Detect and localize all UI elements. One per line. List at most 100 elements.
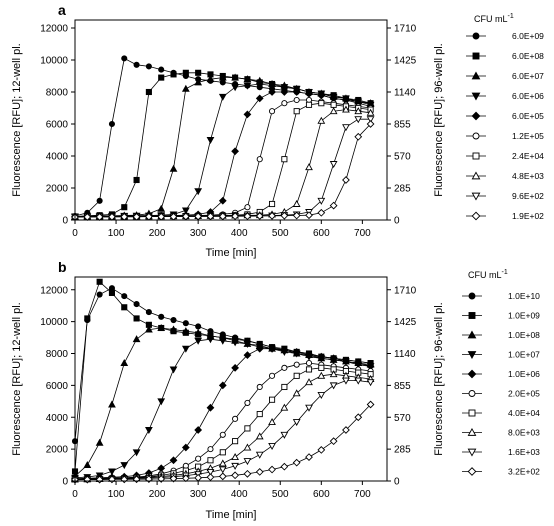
data-point-a: [121, 204, 128, 211]
data-point-b: [145, 427, 153, 435]
legend-marker-b: [467, 369, 477, 379]
legend-title-sup-b: -1: [502, 269, 508, 276]
data-point-b: [145, 309, 152, 316]
y-tick-label-left-b: 4000: [46, 413, 69, 424]
data-point-b: [255, 432, 264, 440]
data-point-b: [256, 411, 263, 418]
data-point-b: [206, 473, 215, 482]
data-point-b: [194, 426, 203, 434]
data-point-a: [342, 176, 350, 184]
data-point-b: [354, 359, 363, 367]
data-point-b: [182, 320, 189, 327]
data-point-b: [157, 323, 166, 331]
data-point-b: [121, 293, 128, 300]
x-tick-label-b: 0: [72, 489, 78, 500]
data-point-b: [366, 400, 375, 409]
plot-frame-b: [74, 276, 388, 482]
data-point-b: [207, 457, 214, 464]
data-point-b: [108, 289, 115, 296]
data-point-a: [305, 101, 313, 108]
data-point-b: [292, 389, 301, 397]
data-point-a: [317, 91, 326, 100]
data-point-b: [268, 417, 276, 425]
y-tick-label-left-a: 10000: [40, 56, 68, 67]
y-tick-label-right-b: 855: [394, 381, 411, 392]
data-point-b: [194, 337, 203, 345]
data-point-b: [218, 459, 227, 467]
data-point-a: [170, 71, 177, 78]
data-point-a: [256, 156, 263, 163]
data-point-a: [195, 69, 202, 76]
data-point-b: [181, 327, 190, 335]
data-point-b: [280, 346, 289, 355]
legend-entry-b: 1.0E+10: [508, 291, 540, 301]
y-tick-label-right-a: 570: [394, 152, 411, 163]
legend-marker-b: [467, 427, 477, 436]
legend-entry-b: 2.0E+05: [508, 389, 540, 399]
x-tick-label-b: 200: [149, 489, 166, 500]
data-point-a: [219, 79, 226, 86]
data-point-b: [281, 383, 288, 391]
data-point-b: [108, 468, 116, 476]
data-point-b: [207, 446, 214, 453]
data-point-b: [342, 357, 350, 366]
data-point-b: [342, 426, 350, 434]
legend-marker-a: [471, 171, 481, 180]
data-point-a: [305, 211, 313, 220]
data-point-b: [268, 442, 276, 450]
legend-entry-b: 4.0E+04: [508, 408, 540, 418]
data-point-b: [218, 472, 227, 481]
data-point-b: [342, 377, 350, 385]
y-tick-label-left-b: 10000: [40, 317, 68, 328]
x-tick-label-a: 100: [108, 228, 125, 239]
legend-entry-b: 1.6E+03: [508, 447, 540, 457]
data-point-b: [133, 315, 140, 322]
data-point-b: [305, 453, 313, 461]
data-point-b: [181, 443, 190, 452]
data-point-b: [231, 471, 239, 480]
data-point-b: [318, 364, 325, 371]
legend-entry-b: 3.2E+02: [508, 467, 540, 477]
data-point-b: [305, 378, 313, 386]
data-point-b: [232, 438, 239, 445]
data-point-b: [194, 328, 203, 336]
data-point-b: [305, 360, 313, 367]
series-a-4: [71, 88, 375, 221]
x-tick-label-a: 500: [272, 228, 289, 239]
legend-entry-a: 6.0E+08: [512, 51, 544, 61]
x-tick-label-b: 400: [231, 489, 248, 500]
data-point-a: [354, 132, 363, 141]
legend-marker-a: [472, 32, 480, 40]
legend-entry-a: 4.8E+03: [512, 171, 544, 181]
series-line-b: [74, 281, 371, 472]
legend-marker-b: [468, 292, 476, 300]
data-point-a: [231, 73, 239, 81]
data-point-b: [219, 449, 226, 456]
data-point-a: [218, 196, 227, 205]
legend-entry-a: 1.9E+02: [512, 211, 544, 221]
y-axis-label-right-a: Fluorescence [RFU]; 96-well pl.: [433, 43, 445, 196]
x-tick-label-a: 600: [313, 228, 330, 239]
data-point-a: [281, 100, 288, 107]
legend-marker-b: [467, 448, 477, 457]
data-point-b: [255, 468, 264, 476]
data-point-b: [293, 361, 300, 368]
data-point-a: [269, 108, 276, 115]
data-point-b: [269, 372, 276, 379]
x-tick-label-a: 300: [190, 228, 207, 239]
x-tick-label-b: 100: [108, 489, 125, 500]
data-point-a: [281, 156, 288, 163]
legend-marker-a: [471, 111, 481, 121]
data-point-a: [354, 116, 363, 124]
data-point-a: [366, 108, 375, 116]
legend-marker-a: [472, 52, 480, 60]
data-point-b: [329, 354, 338, 363]
legend-entry-a: 6.0E+06: [512, 91, 544, 101]
data-point-b: [292, 458, 301, 467]
data-point-a: [231, 212, 239, 221]
data-point-b: [268, 465, 276, 474]
data-point-a: [169, 164, 178, 172]
data-point-b: [281, 364, 288, 371]
data-point-a: [157, 204, 166, 212]
